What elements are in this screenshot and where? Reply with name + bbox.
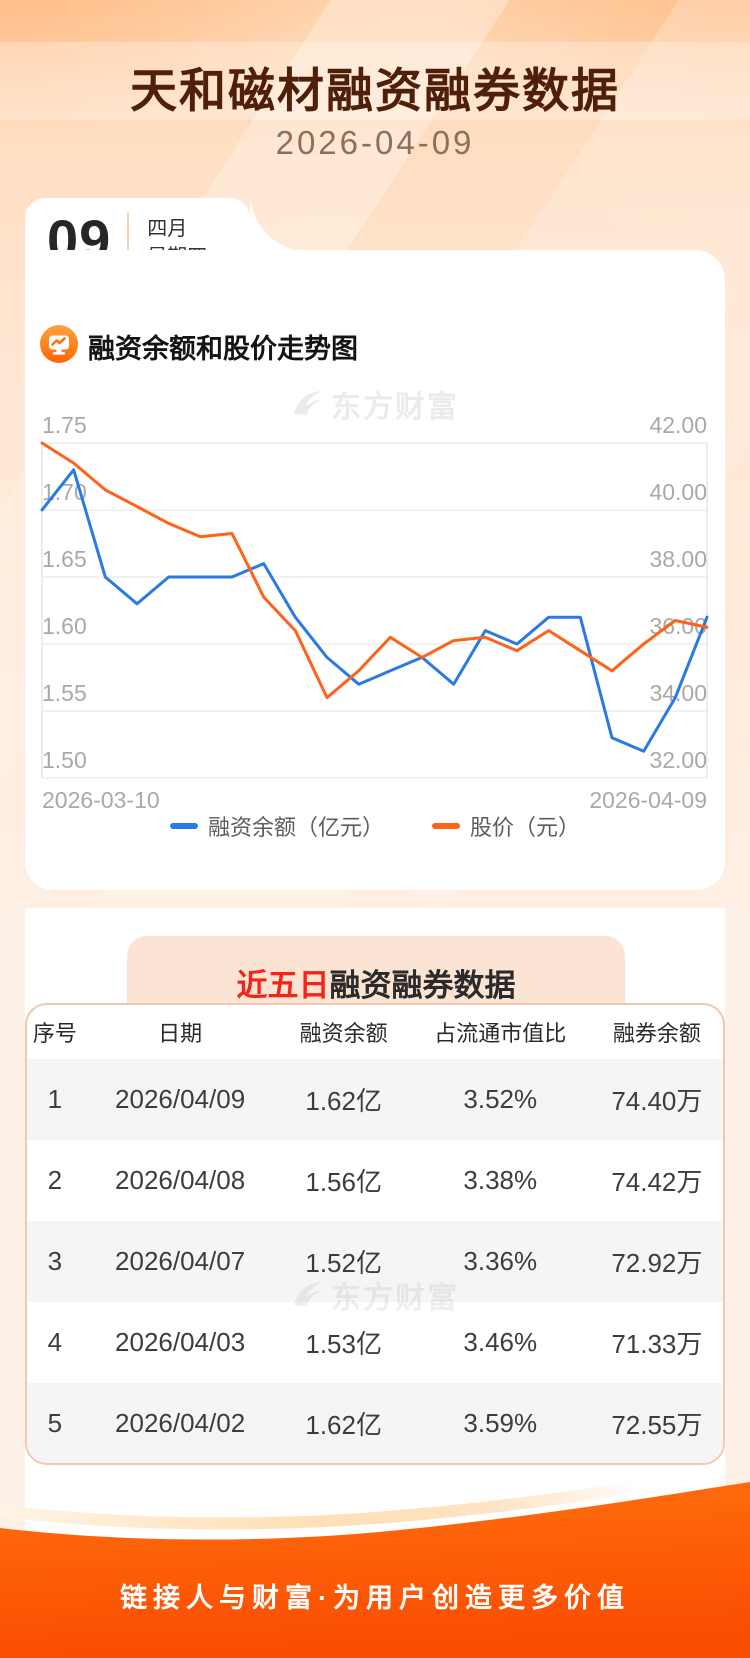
data-table-card: 序号 日期 融资余额 占流通市值比 融券余额 1 2026/04/09 1.62亿 3.52%… — [25, 1003, 725, 1465]
table-cell: 2 — [47, 1165, 63, 1195]
svg-text:1.55: 1.55 — [42, 680, 87, 706]
page-date: 2026-04-09 — [275, 124, 475, 161]
trend-chart: 1.75 42.001.70 40.001.65 38.001.60 36.001.55… — [40, 412, 709, 813]
table-cell: 3 — [47, 1246, 63, 1276]
svg-text:1.60: 1.60 — [42, 613, 87, 639]
svg-text:40.00: 40.00 — [649, 479, 707, 505]
table-cell: 1.56亿 — [305, 1167, 382, 1197]
table-cell: 3.38% — [463, 1165, 538, 1195]
table-cell: 5 — [47, 1408, 63, 1438]
table-cell: 3.36% — [463, 1246, 538, 1276]
table-cell: 2026/04/07 — [115, 1246, 246, 1276]
date-badge-fillet — [250, 198, 302, 252]
table-cell: 74.42万 — [611, 1167, 703, 1197]
table-cell: 1.62亿 — [305, 1410, 382, 1440]
svg-text:1.75: 1.75 — [42, 412, 87, 438]
table-column-header: 占流通市值比 — [434, 1021, 567, 1046]
table-row: 3 2026/04/07 1.52亿 3.36% 72.92万 — [27, 1221, 723, 1302]
table-cell: 71.33万 — [611, 1329, 703, 1359]
legend-label: 融资余额（亿元） — [207, 815, 384, 840]
table-cell: 3.52% — [463, 1084, 538, 1114]
legend-label: 股价（元） — [470, 815, 581, 840]
table-cell: 1.62亿 — [305, 1086, 382, 1116]
table-title-rest: 融资融券数据 — [329, 968, 516, 1003]
table-cell: 2026/04/03 — [115, 1327, 246, 1357]
table-body: 1 2026/04/09 1.62亿 3.52% 74.40万 2 2026/04/08 1.… — [27, 1059, 723, 1463]
table-column-header: 融券余额 — [612, 1021, 701, 1046]
table-cell: 2026/04/09 — [115, 1084, 246, 1114]
table-title-highlight: 近五日 — [236, 968, 330, 1003]
date-badge — [25, 198, 250, 258]
table-cell: 72.55万 — [611, 1410, 703, 1440]
chart-header: 融资余额和股价走势图 — [40, 324, 358, 368]
svg-text:2026-04-09: 2026-04-09 — [589, 787, 707, 813]
table-cell: 74.40万 — [611, 1086, 703, 1116]
title-highlight-band — [0, 42, 750, 120]
legend-item: 融资余额（亿元） — [169, 810, 384, 842]
table-row: 1 2026/04/09 1.62亿 3.52% 74.40万 — [27, 1059, 723, 1140]
table-row: 4 2026/04/03 1.53亿 3.46% 71.33万 — [27, 1302, 723, 1383]
date-badge-month: 四月 — [147, 218, 188, 240]
page-title: 天和磁材融资融券数据 — [130, 64, 620, 117]
table-cell: 3.46% — [463, 1327, 538, 1357]
chart-legend: 融资余额（亿元） 股价（元） — [25, 810, 725, 842]
legend-dash-icon — [432, 823, 460, 829]
svg-text:1.50: 1.50 — [42, 747, 87, 773]
table-cell: 1 — [47, 1084, 63, 1114]
table-cell: 4 — [47, 1327, 63, 1357]
table-header-row: 序号 日期 融资余额 占流通市值比 融券余额 — [27, 1005, 723, 1059]
svg-text:42.00: 42.00 — [649, 412, 707, 438]
chart-card: 融资余额和股价走势图 东方财富 1.75 42.00 1.70 40.00 1.65 38… — [25, 250, 725, 890]
footer-slogan: 链接人与财富·为用户创造更多价值 — [120, 1583, 630, 1613]
date-badge-divider — [127, 212, 130, 272]
svg-text:1.65: 1.65 — [42, 546, 87, 572]
svg-text:2026-03-10: 2026-03-10 — [42, 787, 160, 813]
table-column-header: 日期 — [158, 1021, 203, 1046]
table-cell: 2026/04/02 — [115, 1408, 246, 1438]
footer-wave — [0, 1464, 750, 1658]
legend-item: 股价（元） — [432, 810, 580, 842]
table-cell: 1.53亿 — [305, 1329, 382, 1359]
table-row: 2 2026/04/08 1.56亿 3.38% 74.42万 — [27, 1140, 723, 1221]
chart-section-title: 融资余额和股价走势图 — [88, 333, 358, 364]
svg-text:38.00: 38.00 — [649, 546, 707, 572]
table-cell: 3.59% — [463, 1408, 538, 1438]
footer: 链接人与财富·为用户创造更多价值 — [0, 1458, 750, 1658]
chart-monitor-icon — [40, 324, 78, 368]
table-cell: 1.52亿 — [305, 1248, 382, 1278]
table-row: 5 2026/04/02 1.62亿 3.59% 72.55万 — [27, 1383, 723, 1463]
table-column-header: 融资余额 — [299, 1021, 388, 1046]
legend-dash-icon — [169, 823, 198, 829]
svg-text:32.00: 32.00 — [649, 747, 707, 773]
table-column-header: 序号 — [32, 1021, 77, 1046]
table-cell: 72.92万 — [611, 1248, 703, 1278]
table-cell: 2026/04/08 — [115, 1165, 246, 1195]
